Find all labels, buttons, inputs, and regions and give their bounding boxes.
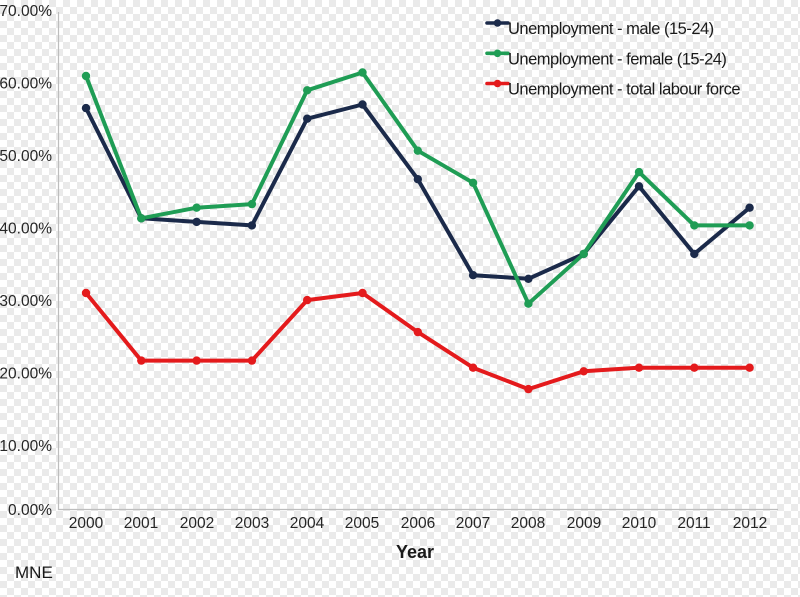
svg-text:2004: 2004 [290,515,325,532]
svg-text:MNE: MNE [15,563,53,582]
svg-text:2007: 2007 [456,515,490,532]
svg-text:0.00%: 0.00% [8,502,52,519]
svg-text:Year: Year [396,542,434,562]
svg-text:2002: 2002 [180,515,214,532]
svg-text:60.00%: 60.00% [0,76,52,93]
svg-text:50.00%: 50.00% [0,148,52,165]
svg-text:30.00%: 30.00% [0,293,52,310]
svg-text:2009: 2009 [567,515,601,532]
svg-text:2005: 2005 [345,515,379,532]
svg-text:2006: 2006 [401,515,435,532]
svg-text:70.00%: 70.00% [0,3,52,20]
svg-text:2003: 2003 [235,515,269,532]
svg-text:Unemployment - female (15-24): Unemployment - female (15-24) [508,50,726,68]
svg-text:40.00%: 40.00% [0,221,52,238]
svg-text:2000: 2000 [69,515,104,532]
svg-text:10.00%: 10.00% [0,438,52,455]
svg-text:2001: 2001 [124,515,158,532]
svg-text:2012: 2012 [733,515,767,532]
svg-text:Unemployment - total labour fo: Unemployment - total labour force [508,81,740,99]
svg-text:2011: 2011 [677,515,710,532]
svg-text:2010: 2010 [622,515,657,532]
svg-text:2008: 2008 [511,515,545,532]
svg-text:20.00%: 20.00% [0,366,52,383]
svg-text:Unemployment - male (15-24): Unemployment - male (15-24) [508,20,714,38]
